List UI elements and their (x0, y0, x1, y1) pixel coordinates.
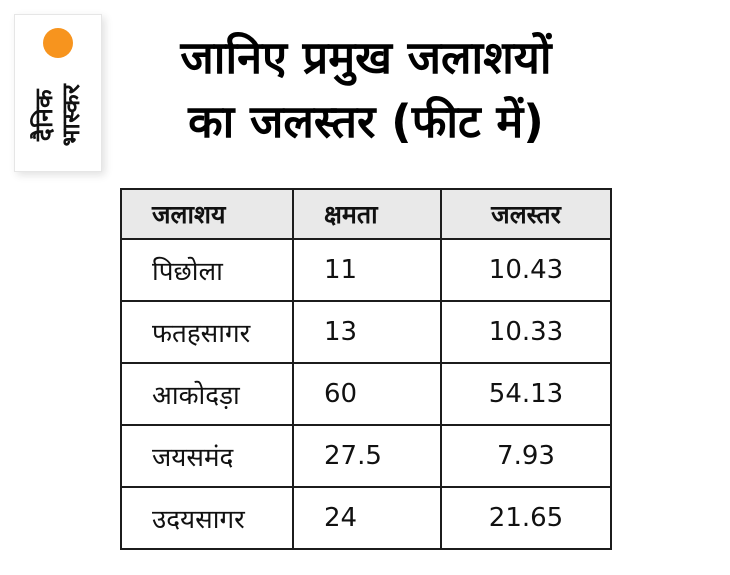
column-header-water-level: जलस्तर (440, 188, 612, 240)
title-line-1: जानिए प्रमुख जलाशयों (180, 31, 552, 84)
cell-capacity: 60 (292, 362, 442, 426)
cell-water-level: 10.43 (440, 238, 612, 302)
table-row: फतहसागर 13 10.33 (120, 300, 612, 364)
cell-reservoir: जयसमंद (120, 424, 294, 488)
table-row: पिछोला 11 10.43 (120, 238, 612, 302)
dainik-bhaskar-logo: दैनिक भास्कर (14, 14, 102, 172)
sun-icon (43, 28, 73, 58)
cell-water-level: 7.93 (440, 424, 612, 488)
title-line-2: का जलस्तर (फीट में) (188, 94, 544, 148)
reservoir-water-level-table: जलाशय क्षमता जलस्तर पिछोला 11 10.43 फतहस… (120, 188, 612, 550)
cell-water-level: 10.33 (440, 300, 612, 364)
page-title: जानिए प्रमुख जलाशयों का जलस्तर (फीट में) (108, 26, 624, 154)
table-row: उदयसागर 24 21.65 (120, 486, 612, 550)
column-header-capacity: क्षमता (292, 188, 442, 240)
column-header-reservoir: जलाशय (120, 188, 294, 240)
cell-water-level: 54.13 (440, 362, 612, 426)
cell-capacity: 24 (292, 486, 442, 550)
cell-capacity: 27.5 (292, 424, 442, 488)
table-row: जयसमंद 27.5 7.93 (120, 424, 612, 488)
cell-reservoir: आकोदड़ा (120, 362, 294, 426)
cell-reservoir: फतहसागर (120, 300, 294, 364)
cell-water-level: 21.65 (440, 486, 612, 550)
cell-capacity: 11 (292, 238, 442, 302)
cell-reservoir: पिछोला (120, 238, 294, 302)
table-row: आकोदड़ा 60 54.13 (120, 362, 612, 426)
table-header-row: जलाशय क्षमता जलस्तर (120, 188, 612, 240)
cell-capacity: 13 (292, 300, 442, 364)
cell-reservoir: उदयसागर (120, 486, 294, 550)
logo-text: दैनिक भास्कर (30, 83, 85, 147)
